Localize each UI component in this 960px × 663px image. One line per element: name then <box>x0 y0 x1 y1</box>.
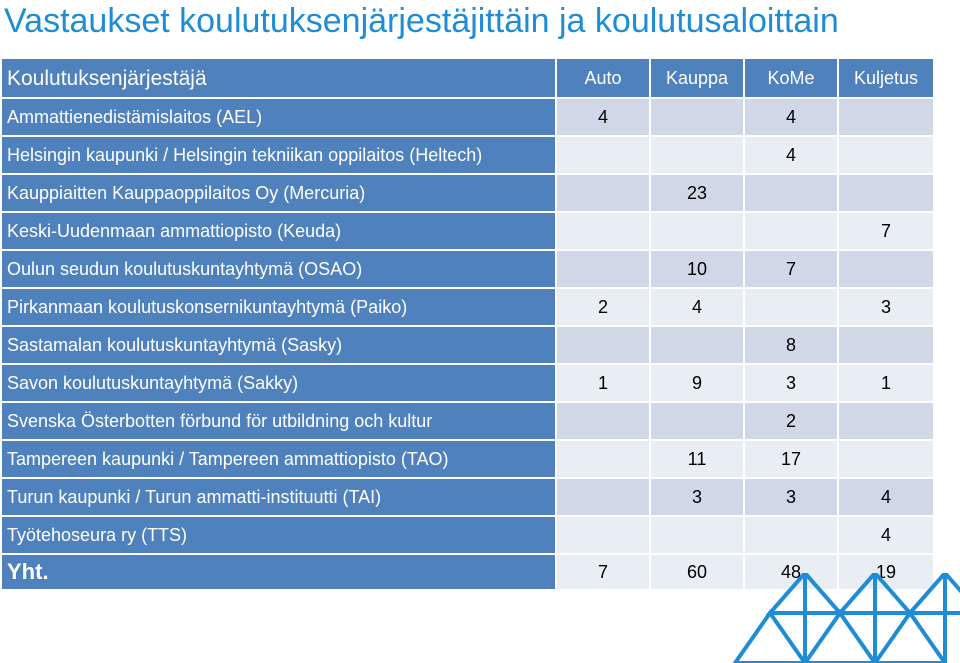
total-label: Yht. <box>0 553 557 591</box>
total-cell: 7 <box>555 553 651 591</box>
value-cell <box>555 211 651 251</box>
header-col-auto: Auto <box>555 57 651 99</box>
total-cell: 60 <box>649 553 745 591</box>
value-cell <box>743 173 839 213</box>
value-cell <box>837 325 935 365</box>
value-cell <box>743 211 839 251</box>
organizer-name: Pirkanmaan koulutuskonsernikuntayhtymä (… <box>0 287 557 327</box>
value-cell <box>743 287 839 327</box>
value-cell <box>649 97 745 137</box>
value-cell: 1 <box>837 363 935 403</box>
table-row: Ammattienedistämislaitos (AEL) 4 4 <box>0 97 935 137</box>
organizer-name: Ammattienedistämislaitos (AEL) <box>0 97 557 137</box>
value-cell: 7 <box>743 249 839 289</box>
table-row: Kauppiaitten Kauppaoppilaitos Oy (Mercur… <box>0 173 935 213</box>
table-row: Keski-Uudenmaan ammattiopisto (Keuda) 7 <box>0 211 935 251</box>
value-cell: 17 <box>743 439 839 479</box>
results-table: Koulutuksenjärjestäjä Auto Kauppa KoMe K… <box>0 57 935 591</box>
value-cell <box>837 135 935 175</box>
value-cell: 4 <box>837 477 935 517</box>
table-row: Työtehoseura ry (TTS) 4 <box>0 515 935 555</box>
value-cell: 4 <box>743 135 839 175</box>
value-cell <box>555 515 651 555</box>
table-row: Savon koulutuskuntayhtymä (Sakky) 1 9 3 1 <box>0 363 935 403</box>
value-cell: 8 <box>743 325 839 365</box>
value-cell <box>837 173 935 213</box>
total-row: Yht. 7 60 48 19 <box>0 553 935 591</box>
value-cell <box>555 477 651 517</box>
value-cell: 11 <box>649 439 745 479</box>
value-cell: 2 <box>555 287 651 327</box>
value-cell: 3 <box>649 477 745 517</box>
value-cell <box>555 439 651 479</box>
value-cell: 2 <box>743 401 839 441</box>
organizer-name: Sastamalan koulutuskuntayhtymä (Sasky) <box>0 325 557 365</box>
value-cell <box>649 325 745 365</box>
deco-triangle <box>802 609 878 663</box>
value-cell: 3 <box>837 287 935 327</box>
value-cell <box>649 135 745 175</box>
header-col-kuljetus: Kuljetus <box>837 57 935 99</box>
value-cell <box>837 401 935 441</box>
value-cell: 9 <box>649 363 745 403</box>
organizer-name: Kauppiaitten Kauppaoppilaitos Oy (Mercur… <box>0 173 557 213</box>
table-row: Sastamalan koulutuskuntayhtymä (Sasky) 8 <box>0 325 935 365</box>
value-cell: 4 <box>649 287 745 327</box>
value-cell <box>649 515 745 555</box>
value-cell: 10 <box>649 249 745 289</box>
value-cell <box>743 515 839 555</box>
value-cell <box>649 401 745 441</box>
header-organizer: Koulutuksenjärjestäjä <box>0 57 557 99</box>
header-col-kauppa: Kauppa <box>649 57 745 99</box>
organizer-name: Työtehoseura ry (TTS) <box>0 515 557 555</box>
table-row: Helsingin kaupunki / Helsingin tekniikan… <box>0 135 935 175</box>
value-cell <box>837 439 935 479</box>
table-header-row: Koulutuksenjärjestäjä Auto Kauppa KoMe K… <box>0 57 935 99</box>
table-row: Svenska Österbotten förbund för utbildni… <box>0 401 935 441</box>
table-row: Oulun seudun koulutuskuntayhtymä (OSAO) 1… <box>0 249 935 289</box>
value-cell <box>555 173 651 213</box>
organizer-name: Tampereen kaupunki / Tampereen ammattiop… <box>0 439 557 479</box>
organizer-name: Svenska Österbotten förbund för utbildni… <box>0 401 557 441</box>
table-row: Pirkanmaan koulutuskonsernikuntayhtymä (… <box>0 287 935 327</box>
value-cell: 4 <box>555 97 651 137</box>
value-cell <box>555 249 651 289</box>
table-row: Tampereen kaupunki / Tampereen ammattiop… <box>0 439 935 479</box>
value-cell <box>555 135 651 175</box>
value-cell: 3 <box>743 363 839 403</box>
value-cell <box>837 97 935 137</box>
organizer-name: Keski-Uudenmaan ammattiopisto (Keuda) <box>0 211 557 251</box>
page-title: Vastaukset koulutuksenjärjestäjittäin ja… <box>4 2 839 40</box>
value-cell <box>555 325 651 365</box>
value-cell: 4 <box>837 515 935 555</box>
value-cell <box>649 211 745 251</box>
organizer-name: Turun kaupunki / Turun ammatti-instituut… <box>0 477 557 517</box>
value-cell: 7 <box>837 211 935 251</box>
organizer-name: Oulun seudun koulutuskuntayhtymä (OSAO) <box>0 249 557 289</box>
organizer-name: Savon koulutuskuntayhtymä (Sakky) <box>0 363 557 403</box>
value-cell <box>837 249 935 289</box>
header-col-kome: KoMe <box>743 57 839 99</box>
value-cell: 23 <box>649 173 745 213</box>
organizer-name: Helsingin kaupunki / Helsingin tekniikan… <box>0 135 557 175</box>
value-cell: 1 <box>555 363 651 403</box>
deco-triangle <box>905 573 960 615</box>
value-cell <box>555 401 651 441</box>
value-cell: 4 <box>743 97 839 137</box>
deco-triangle <box>732 609 808 663</box>
decorative-pattern <box>732 573 960 663</box>
value-cell: 3 <box>743 477 839 517</box>
deco-triangle <box>872 609 948 663</box>
table-row: Turun kaupunki / Turun ammatti-instituut… <box>0 477 935 517</box>
